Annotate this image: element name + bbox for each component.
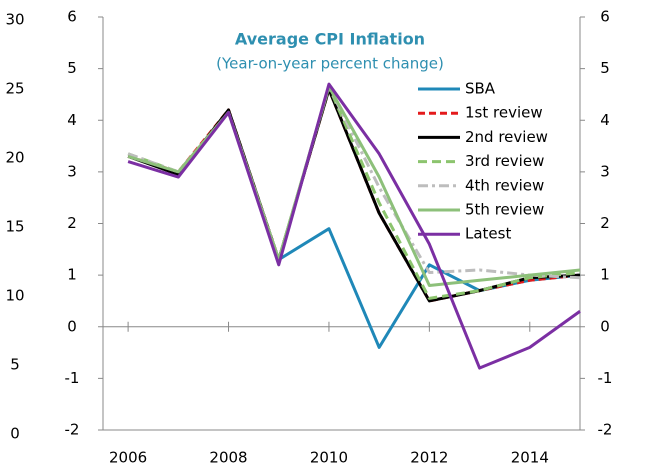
x-tick-label: 2012 [410, 449, 448, 467]
y-tick-label: -1 [65, 369, 80, 387]
x-tick-label: 2014 [511, 449, 549, 467]
legend-label: 1st review [465, 104, 543, 122]
y-tick-label: 5 [67, 59, 77, 77]
y2-tick-label: 1 [600, 266, 610, 284]
y-tick-label: 0 [67, 317, 77, 335]
legend-label: 5th review [465, 201, 544, 219]
chart-title: Average CPI Inflation [235, 30, 425, 49]
outer-y-tick-label: 25 [5, 80, 24, 98]
outer-y-tick-label: 30 [5, 11, 24, 29]
y2-tick-label: 6 [600, 8, 610, 26]
y2-tick-label: 5 [600, 59, 610, 77]
y2-tick-label: 4 [600, 111, 610, 129]
y2-tick-label: -2 [598, 421, 613, 439]
y2-tick-label: 2 [600, 214, 610, 232]
y2-tick-label: -1 [598, 369, 613, 387]
y-tick-label: 3 [67, 162, 77, 180]
legend-label: Latest [465, 225, 511, 243]
y-tick-label: -2 [65, 421, 80, 439]
outer-y-tick-label: 0 [10, 425, 20, 443]
legend-label: 3rd review [465, 152, 544, 170]
outer-y-tick-label: 20 [5, 149, 24, 167]
y-tick-label: 1 [67, 266, 77, 284]
series-line [127, 82, 581, 370]
chart-subtitle: (Year-on-year percent change) [216, 55, 444, 73]
x-tick-label: 2006 [109, 449, 147, 467]
outer-y-tick-label: 15 [5, 218, 24, 236]
outer-y-tick-label: 5 [10, 356, 20, 374]
y2-tick-label: 3 [600, 162, 610, 180]
x-tick-label: 2008 [209, 449, 247, 467]
series-line [127, 85, 581, 287]
y-tick-label: 6 [67, 8, 77, 26]
y-tick-label: 2 [67, 214, 77, 232]
outer-y-tick-label: 10 [5, 287, 24, 305]
legend-label: SBA [465, 80, 496, 98]
legend-label: 4th review [465, 176, 544, 194]
x-tick-label: 2010 [310, 449, 348, 467]
y2-tick-label: 0 [600, 317, 610, 335]
legend-label: 2nd review [465, 128, 548, 146]
y-tick-label: 4 [67, 111, 77, 129]
